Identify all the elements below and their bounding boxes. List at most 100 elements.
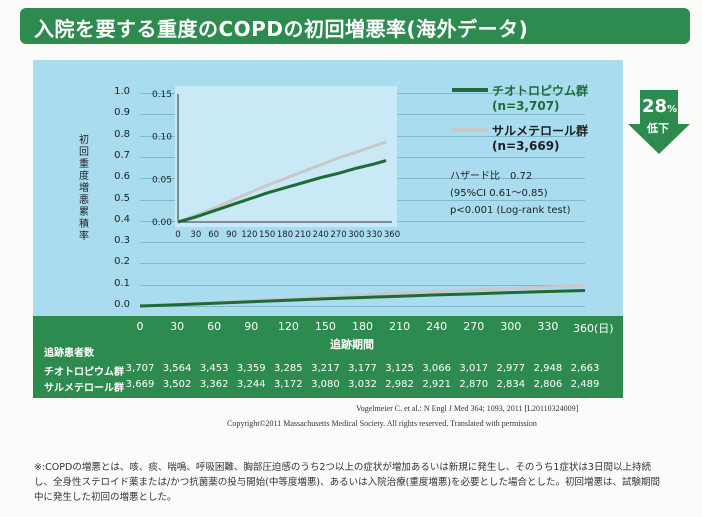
risk-cell: 2,834 <box>496 379 526 390</box>
main-y-tick: 0.2 <box>114 256 130 268</box>
risk-cell: 3,080 <box>311 379 340 390</box>
x-tick: 30 <box>170 320 185 333</box>
main-gridline <box>140 306 585 307</box>
risk-table-band <box>33 316 623 398</box>
inset-x-tick: 150 <box>259 230 275 240</box>
x-tick: 300 <box>500 320 522 333</box>
x-tick: 180 <box>352 320 373 333</box>
inset-x-tick: 30 <box>190 230 201 240</box>
inset-x-tick: 360 <box>384 230 400 240</box>
risk-cell: 3,172 <box>274 379 303 390</box>
title-banner: 入院を要する重度のCOPDの初回増悪率(海外データ) <box>20 8 690 44</box>
risk-cell: 3,125 <box>385 363 414 374</box>
badge-text: 低下 <box>647 122 669 135</box>
hazard-stats: ハザード比 0.72 (95%CI 0.61～0.85) p<0.001 (Lo… <box>450 168 571 219</box>
inset-y-tick: 0.15 <box>152 90 172 100</box>
risk-cell: 3,564 <box>162 363 192 374</box>
inset-x-tick: 90 <box>226 230 237 240</box>
inset-x-tick: 300 <box>348 230 364 240</box>
main-gridline <box>140 242 585 244</box>
risk-cell: 2,663 <box>570 363 600 374</box>
risk-cell: 2,948 <box>533 363 563 374</box>
x-tick: 330 <box>537 320 559 333</box>
p-value: p<0.001 (Log-rank test) <box>450 205 571 216</box>
footnote: ※:COPDの増悪とは、咳、痰、喘鳴、呼吸困難、胸部圧迫感のうち2つ以上の症状が… <box>34 462 661 503</box>
copyright: Copyright©2011 Massachusetts Medical Soc… <box>227 419 537 428</box>
main-y-tick: 0.1 <box>114 277 130 289</box>
main-y-tick: 0.5 <box>114 192 130 204</box>
risk-table-header: 追跡患者数 <box>44 348 94 359</box>
x-tick: 150 <box>314 320 336 333</box>
hazard-ratio: ハザード比 0.72 <box>450 171 533 182</box>
risk-cell: 3,707 <box>125 363 155 374</box>
risk-cell: 3,362 <box>199 379 229 390</box>
main-gridline <box>140 263 585 265</box>
x-tick: 60 <box>207 320 222 333</box>
risk-cell: 2,870 <box>459 379 489 390</box>
main-y-tick: 0.3 <box>114 235 130 247</box>
chart-title: 入院を要する重度のCOPDの初回増悪率(海外データ) <box>34 17 529 41</box>
inset-series-line <box>177 159 387 224</box>
risk-cell: 2,806 <box>533 379 563 390</box>
risk-cell: 2,489 <box>570 379 600 390</box>
inset-x-tick: 120 <box>241 230 257 240</box>
x-tick: 0 <box>136 320 144 333</box>
inset-x-tick: 270 <box>330 230 346 240</box>
risk-cell: 3,032 <box>348 379 377 390</box>
main-y-tick: 0.6 <box>114 171 130 183</box>
y-axis-label: 初回重度増悪累積率 <box>79 135 89 242</box>
risk-cell: 2,921 <box>422 379 451 390</box>
inset-x-tick: 330 <box>366 230 382 240</box>
badge-value: 28 <box>642 96 668 117</box>
legend-tiotropium-n: (n=3,707) <box>492 99 560 113</box>
main-y-tick: 0.4 <box>114 213 130 225</box>
risk-row-label-salmeterol: サルメテロール群 <box>44 383 124 394</box>
citation: Vogelmeier C. et al.: N Engl J Med 364; … <box>356 404 579 413</box>
x-axis-label: 追跡期間 <box>330 338 374 351</box>
inset-y-tick: 0.05 <box>152 175 172 185</box>
risk-cell: 3,453 <box>199 363 229 374</box>
main-y-tick: 0.8 <box>114 128 130 140</box>
risk-cell: 3,066 <box>422 363 451 374</box>
legend-tiotropium: チオトロピウム群 (n=3,707) <box>492 82 588 113</box>
x-tick: 120 <box>277 320 299 333</box>
risk-cell: 2,977 <box>496 363 526 374</box>
badge-unit: % <box>667 104 678 115</box>
risk-cell: 3,177 <box>348 363 377 374</box>
inset-series-line <box>177 140 387 224</box>
down-arrow-icon <box>628 90 690 154</box>
legend-salmeterol-name: サルメテロール群 <box>492 124 589 138</box>
inset-x-tick: 210 <box>295 230 311 240</box>
risk-cell: 3,502 <box>162 379 192 390</box>
risk-cell: 3,285 <box>274 363 303 374</box>
legend-tiotropium-name: チオトロピウム群 <box>492 84 589 98</box>
risk-cell: 3,244 <box>236 379 266 390</box>
risk-cell: 2,982 <box>385 379 414 390</box>
risk-cell: 3,359 <box>236 363 266 374</box>
inset-x-tick: 180 <box>277 230 293 240</box>
x-tick: 270 <box>463 320 485 333</box>
inset-x-tick: 0 <box>175 230 180 240</box>
x-tick: 210 <box>389 320 411 333</box>
risk-cell: 3,669 <box>125 379 155 390</box>
inset-x-tick: 60 <box>208 230 219 240</box>
legend-salmeterol-n: (n=3,669) <box>492 139 560 153</box>
reduction-badge: 28% 低下 <box>628 90 690 154</box>
legend-salmeterol: サルメテロール群 (n=3,669) <box>492 122 588 153</box>
main-y-tick: 0.9 <box>114 107 130 119</box>
risk-row-label-tiotropium: チオトロピウム群 <box>44 367 124 378</box>
risk-cell: 3,217 <box>311 363 340 374</box>
x-tick: 360(日) <box>573 322 614 335</box>
x-tick: 90 <box>244 320 259 333</box>
inset-y-tick: 0.00 <box>152 218 172 228</box>
inset-x-tick: 240 <box>313 230 329 240</box>
main-y-tick: 1.0 <box>114 86 130 97</box>
x-tick: 240 <box>426 320 448 333</box>
confidence-interval: (95%CI 0.61～0.85) <box>450 188 548 199</box>
main-gridline <box>140 284 585 286</box>
inset-y-tick: 0.10 <box>152 133 172 143</box>
inset-chart-bg <box>175 86 397 227</box>
risk-cell: 3,017 <box>459 363 489 374</box>
